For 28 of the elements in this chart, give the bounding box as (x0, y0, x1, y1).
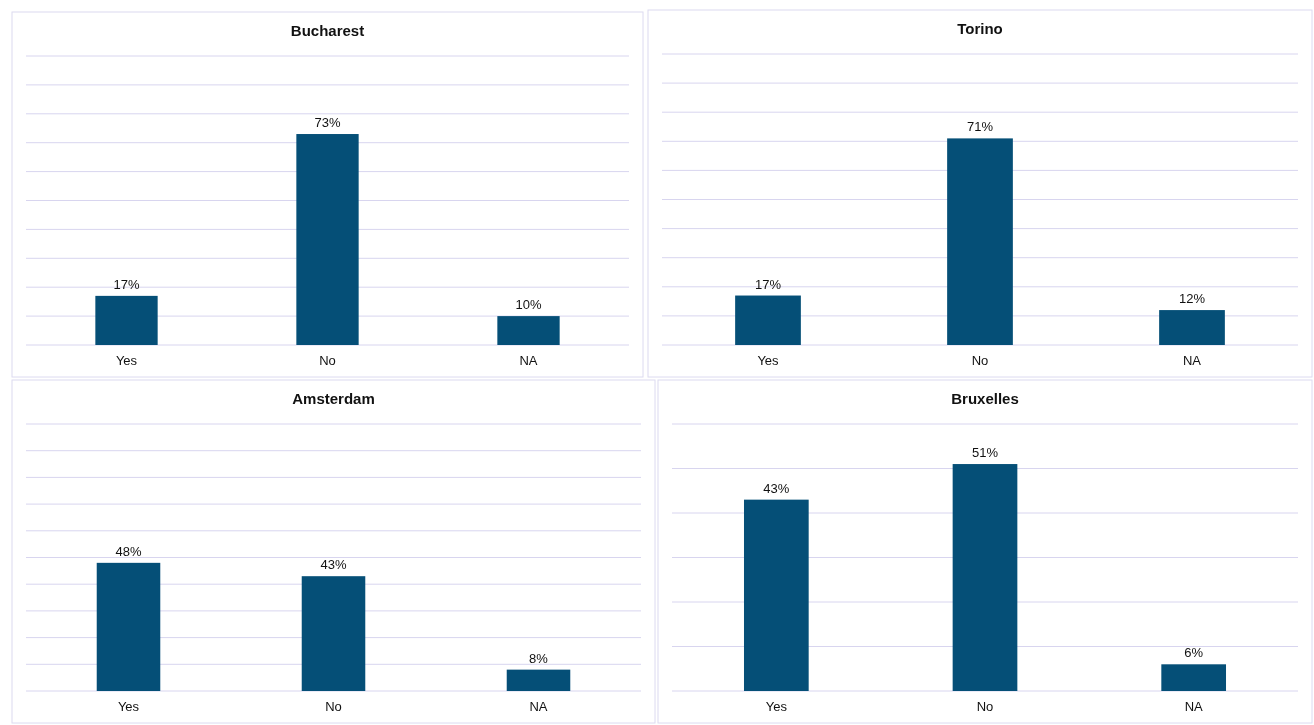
data-label: 43% (320, 557, 347, 573)
x-tick-label: NA (529, 699, 548, 714)
x-tick-label: Yes (757, 353, 780, 368)
chart-title: Bucharest (290, 22, 365, 39)
x-tick-label: Yes (765, 699, 788, 714)
x-tick-label: NA (1182, 353, 1202, 368)
data-label: 71% (966, 119, 994, 135)
chart-title: Bruxelles (951, 390, 1019, 407)
data-label: 8% (529, 650, 549, 666)
data-label: 48% (115, 543, 142, 559)
x-tick-label: NA (519, 353, 538, 368)
data-label: 6% (1184, 645, 1204, 661)
x-tick-label: NA (1184, 699, 1204, 714)
chart-title: Amsterdam (292, 390, 375, 407)
x-tick-label: No (325, 699, 342, 714)
data-label: 43% (763, 480, 790, 496)
data-label: 17% (113, 276, 140, 292)
data-label: 51% (971, 445, 999, 461)
data-label: 17% (754, 276, 782, 292)
data-label: 73% (314, 115, 341, 131)
data-label: 12% (1178, 291, 1206, 307)
data-label: 10% (515, 297, 542, 313)
x-tick-label: Yes (115, 353, 138, 368)
chart-title: Torino (957, 20, 1003, 37)
x-tick-label: Yes (117, 699, 140, 714)
x-tick-label: No (976, 699, 994, 714)
x-tick-label: No (319, 353, 336, 368)
x-tick-label: No (971, 353, 989, 368)
